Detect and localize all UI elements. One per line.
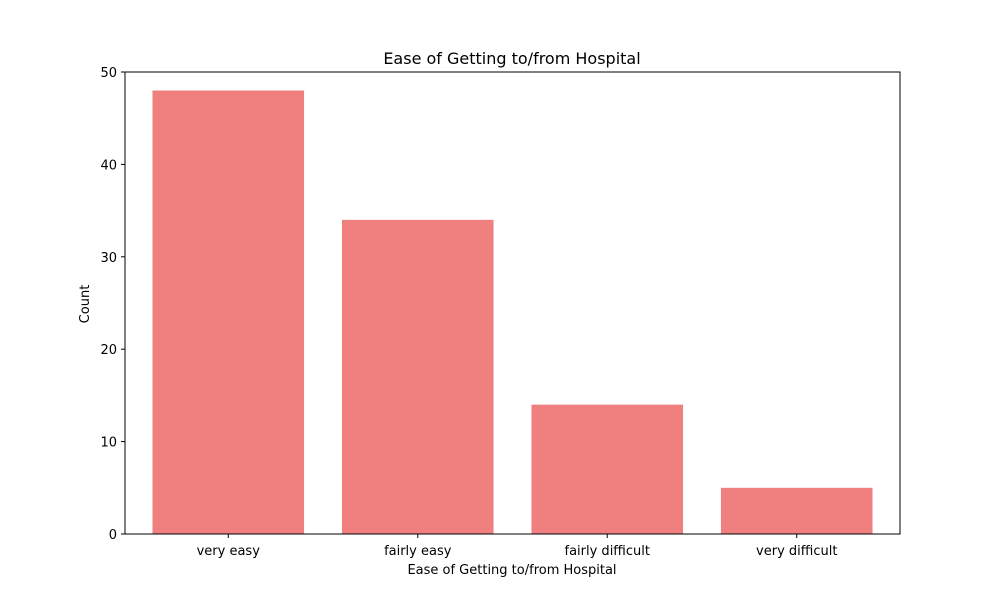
x-tick-label: very difficult bbox=[756, 544, 837, 559]
bar-very-difficult bbox=[720, 487, 873, 534]
plot-area: 0 10 20 30 40 50 very easy fairly easy fairly di… bbox=[100, 66, 901, 559]
chart-title: Ease of Getting to/from Hospital bbox=[383, 49, 640, 68]
x-tick-label: fairly easy bbox=[384, 544, 452, 559]
x-axis-label: Ease of Getting to/from Hospital bbox=[407, 563, 616, 578]
y-tick-label: 50 bbox=[100, 66, 117, 81]
y-tick-label: 0 bbox=[109, 528, 117, 543]
y-tick-label: 20 bbox=[100, 343, 117, 358]
y-tick-label: 40 bbox=[100, 158, 117, 173]
x-tick-label: fairly difficult bbox=[565, 544, 650, 559]
bar-fairly-easy bbox=[341, 219, 494, 534]
y-tick-label: 30 bbox=[100, 251, 117, 266]
bar-very-easy bbox=[152, 90, 305, 534]
axes-frame bbox=[124, 71, 901, 535]
y-tick-label: 10 bbox=[100, 436, 117, 451]
x-tick-label: very easy bbox=[197, 544, 261, 559]
y-axis-label: Count bbox=[78, 285, 93, 324]
bar-fairly-difficult bbox=[531, 404, 684, 534]
